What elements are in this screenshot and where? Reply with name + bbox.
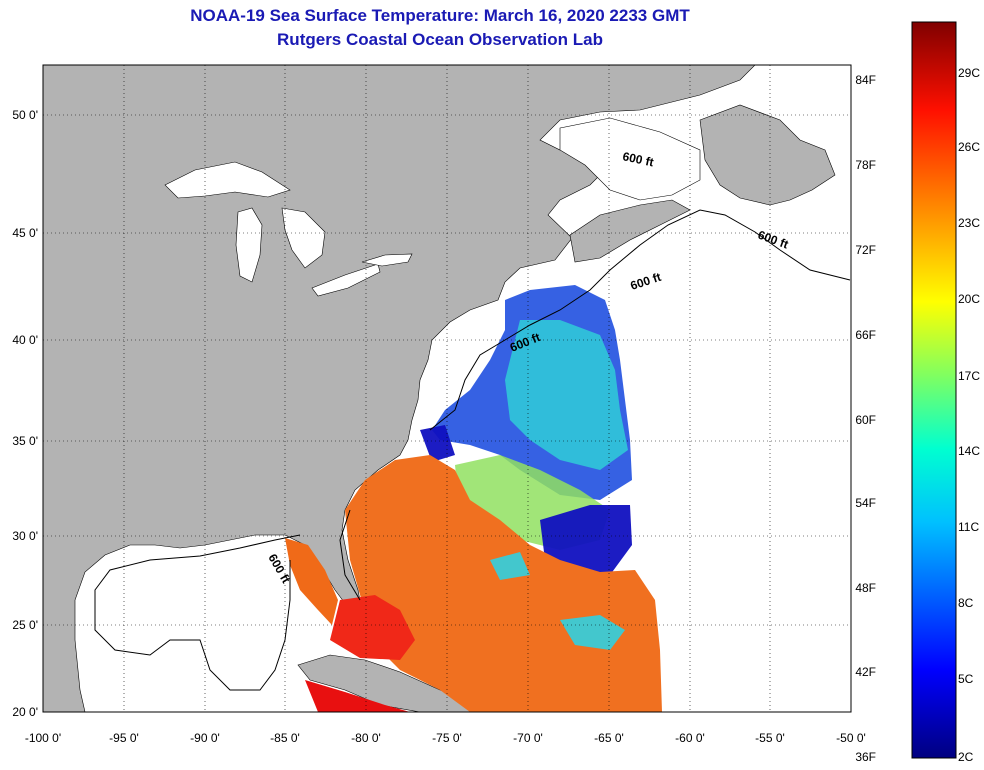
lake-michigan	[235, 207, 263, 283]
longitude-tick-label: -50 0'	[836, 731, 866, 745]
land-newfoundland	[699, 104, 836, 206]
map-frame	[42, 64, 852, 713]
latitude-tick-label: 25 0'	[12, 618, 38, 632]
sst-swath-warm	[345, 455, 662, 712]
colorbar-c-label: 17C	[958, 369, 981, 383]
colorbar-c-label: 14C	[958, 444, 981, 458]
colorbar-f-label: 42F	[855, 665, 876, 679]
lake-superior	[164, 161, 291, 199]
isobath-label: 600 ft	[621, 149, 655, 169]
longitude-tick-label: -95 0'	[109, 731, 139, 745]
colorbar-c-label: 8C	[958, 596, 974, 610]
map-subtitle: Rutgers Coastal Ocean Observation Lab	[277, 30, 603, 49]
sst-swath-hot	[330, 595, 415, 660]
map-title: NOAA-19 Sea Surface Temperature: March 1…	[190, 6, 690, 25]
longitude-tick-label: -75 0'	[432, 731, 462, 745]
latitude-tick-label: 20 0'	[12, 705, 38, 719]
land-nova-scotia	[569, 199, 691, 263]
colorbar-f-label: 66F	[855, 328, 876, 342]
colorbar-c-label: 11C	[958, 520, 980, 534]
colorbar-c-label: 5C	[958, 672, 974, 686]
longitude-tick-label: -100 0'	[25, 731, 61, 745]
colorbar-c-label: 20C	[958, 292, 981, 306]
lake-ontario	[361, 253, 413, 267]
isobath-600ft	[94, 209, 851, 691]
lake-huron	[281, 207, 326, 269]
longitude-tick-label: -55 0'	[755, 731, 785, 745]
longitude-tick-label: -65 0'	[594, 731, 624, 745]
colorbar-f-label: 36F	[855, 750, 876, 764]
sst-cuba-south	[305, 680, 410, 712]
longitude-tick-label: -60 0'	[675, 731, 705, 745]
sst-florida-west	[285, 538, 338, 625]
colorbar-f-label: 72F	[855, 243, 876, 257]
lake-erie	[311, 263, 381, 297]
gulf-of-st-lawrence	[559, 117, 701, 201]
colorbar-c-label: 23C	[958, 216, 981, 230]
colorbar-f-label: 60F	[855, 413, 876, 427]
colorbar	[911, 21, 957, 759]
colorbar-f-label: 54F	[855, 496, 876, 510]
sst-swath-deepblue	[420, 425, 632, 580]
colorbar-f-label: 78F	[855, 158, 876, 172]
longitude-tick-label: -70 0'	[513, 731, 543, 745]
latitude-tick-label: 35 0'	[12, 434, 38, 448]
latitude-axis: 50 0' 45 0' 40 0' 35 0' 30 0' 25 0' 20 0'	[12, 108, 38, 719]
sst-swath-cyan-streak	[490, 552, 625, 650]
graticule	[43, 65, 851, 712]
longitude-axis: -100 0' -95 0' -90 0' -85 0' -80 0' -75 0' -70…	[25, 731, 866, 745]
latitude-tick-label: 40 0'	[12, 333, 38, 347]
latitude-tick-label: 30 0'	[12, 529, 38, 543]
sst-swath-mid	[505, 320, 628, 470]
colorbar-f-label: 48F	[855, 581, 876, 595]
colorbar-f-label: 84F	[855, 73, 876, 87]
colorbar-c-label: 29C	[958, 66, 981, 80]
latitude-tick-label: 50 0'	[12, 108, 38, 122]
longitude-tick-label: -80 0'	[351, 731, 381, 745]
longitude-tick-label: -90 0'	[190, 731, 220, 745]
colorbar-c-label: 2C	[958, 750, 974, 764]
colorbar-c-label: 26C	[958, 140, 981, 154]
longitude-tick-label: -85 0'	[270, 731, 300, 745]
latitude-tick-label: 45 0'	[12, 226, 38, 240]
